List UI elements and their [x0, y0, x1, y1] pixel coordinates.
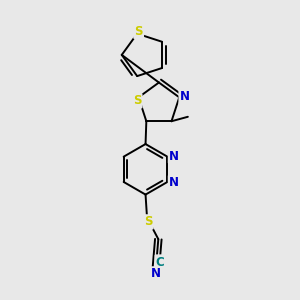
Text: S: S [144, 215, 152, 228]
Text: S: S [134, 25, 143, 38]
Text: N: N [151, 267, 160, 280]
Text: N: N [180, 90, 190, 103]
Text: N: N [169, 150, 179, 163]
Text: N: N [169, 176, 179, 189]
Text: C: C [156, 256, 164, 268]
Text: S: S [133, 94, 141, 107]
